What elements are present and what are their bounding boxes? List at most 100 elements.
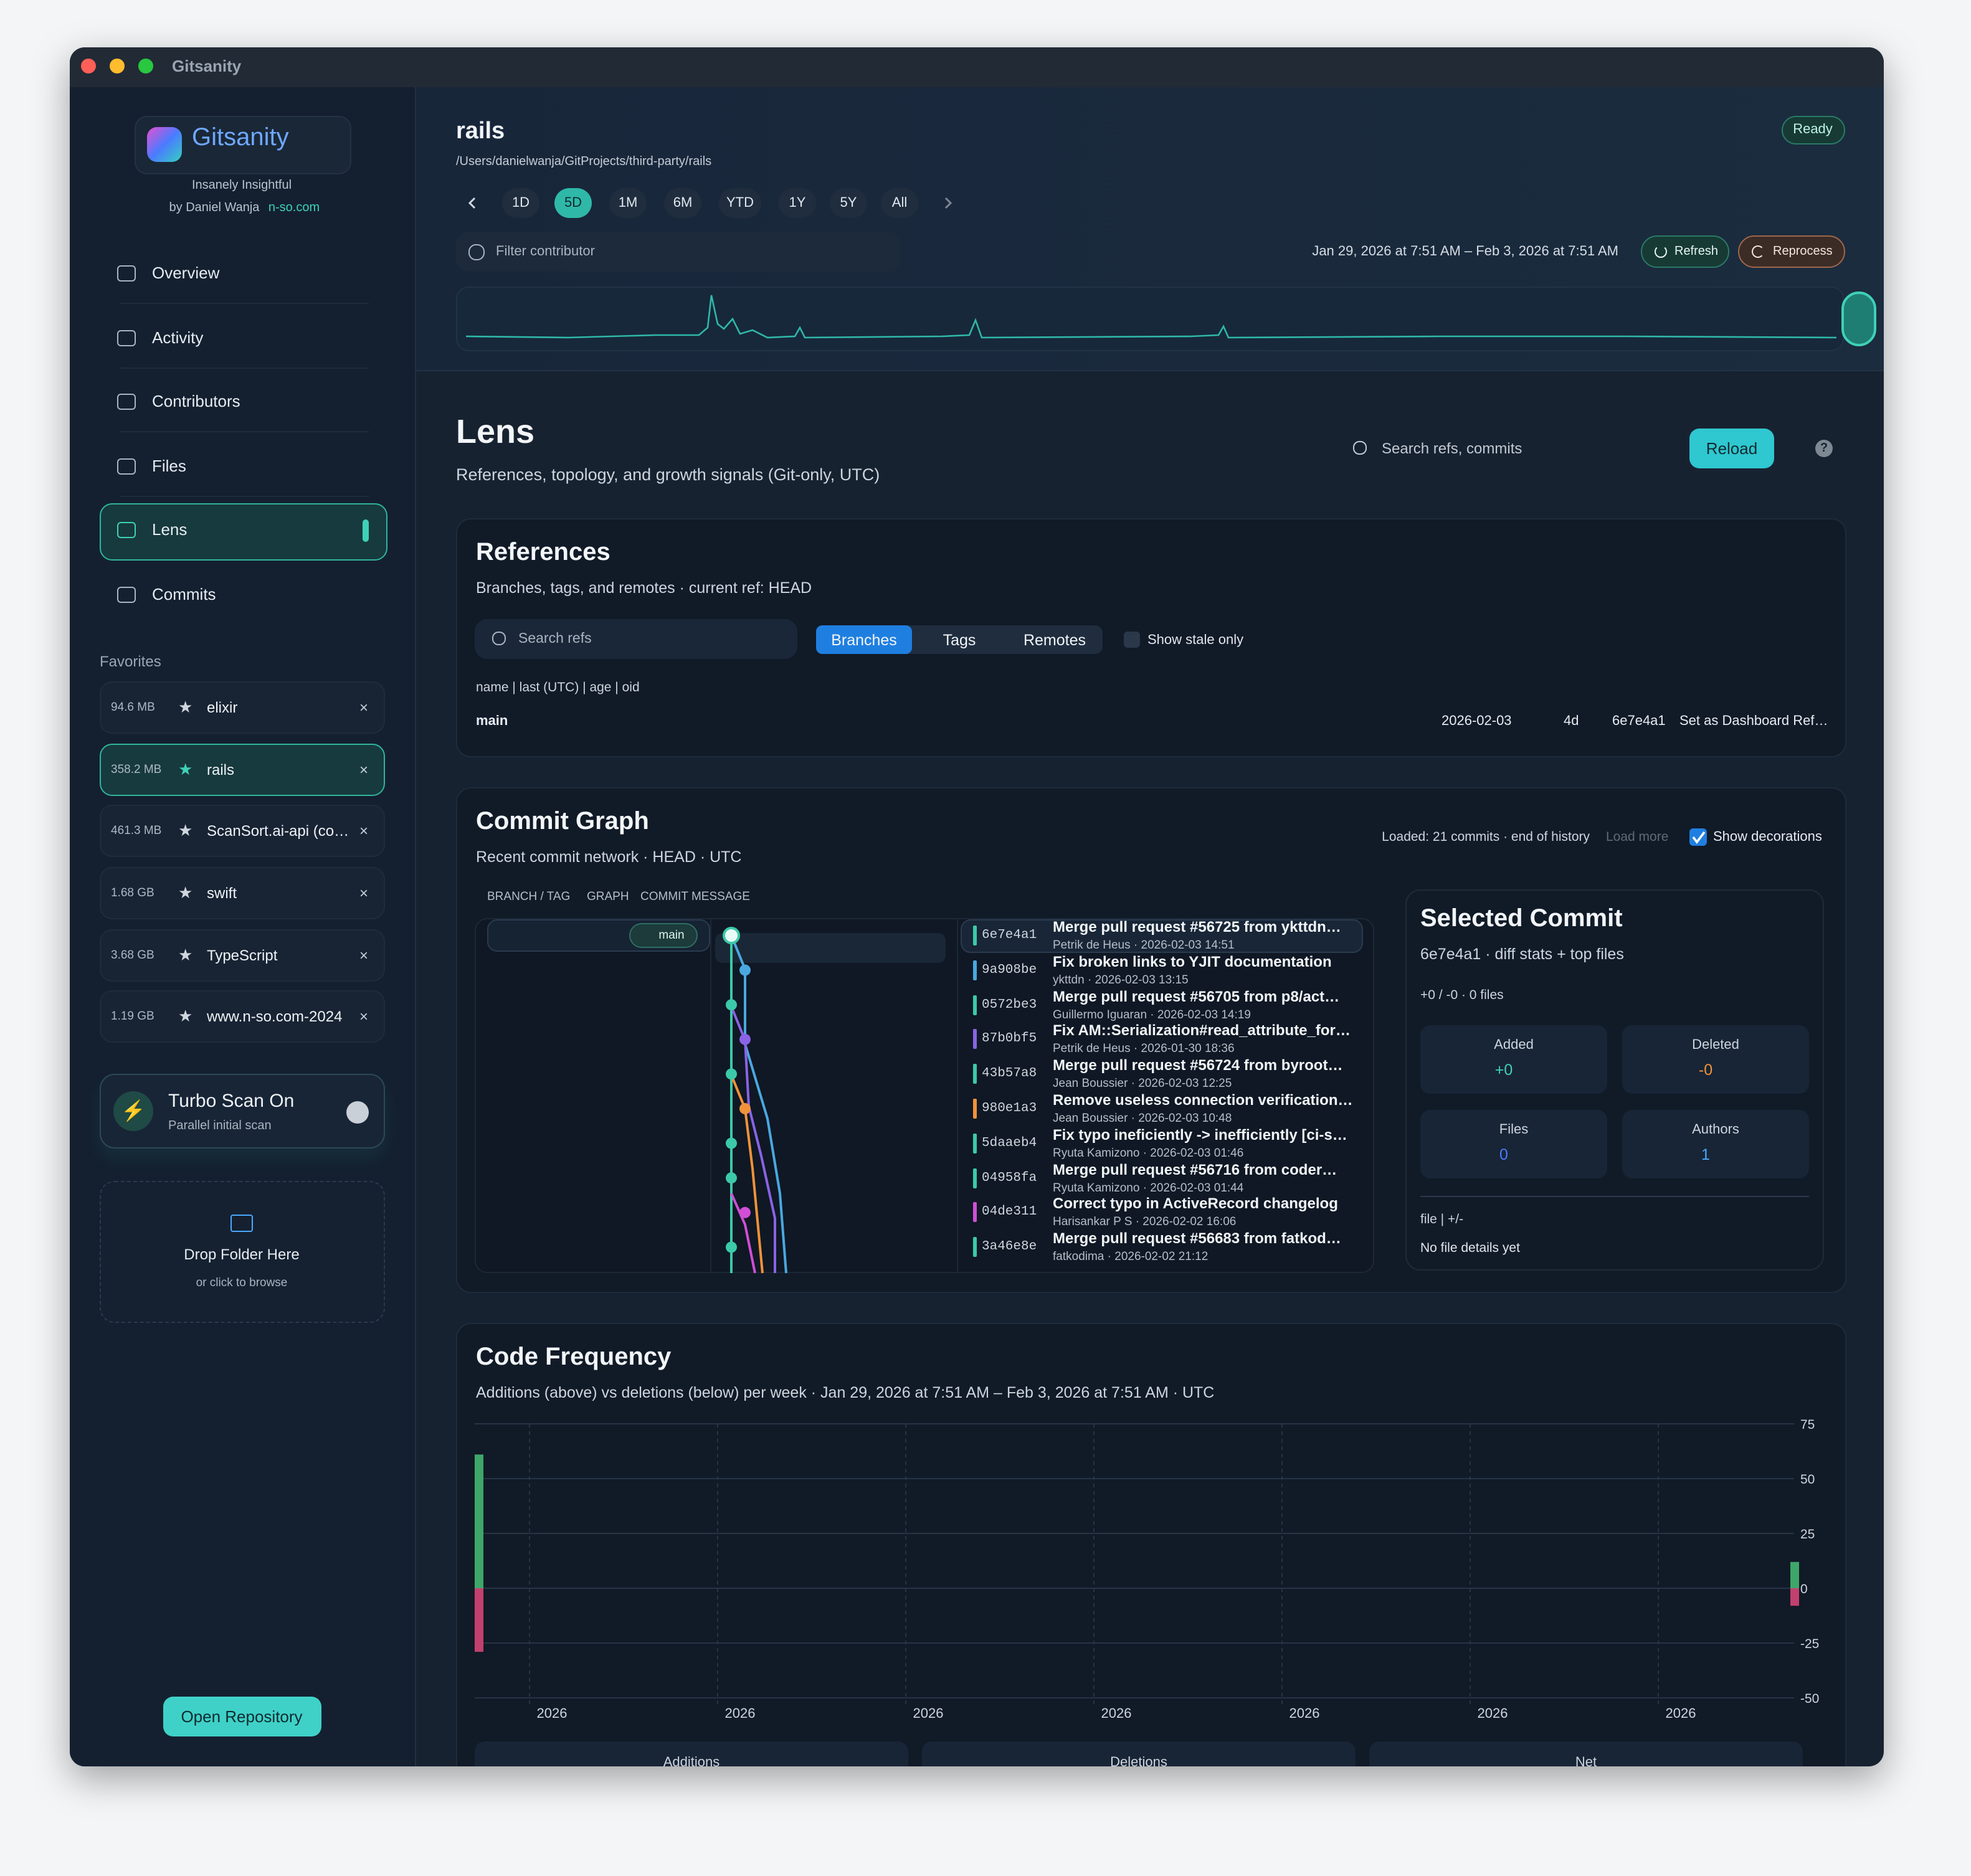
commit-message[interactable]: Correct typo in ActiveRecord changelog <box>1053 1195 1338 1213</box>
y-tick-label: 25 <box>1800 1527 1815 1542</box>
favorite-card[interactable] <box>100 929 385 982</box>
bar <box>1790 1588 1799 1606</box>
favorite-remove[interactable]: × <box>359 822 369 840</box>
commit-meta: Harisankar P S · 2026-02-02 16:06 <box>1053 1215 1237 1229</box>
decorations-label: Show decorations <box>1713 830 1822 845</box>
nav-item[interactable]: Activity <box>152 328 204 347</box>
commit-message[interactable]: Merge pull request #56724 from byroot… <box>1053 1056 1343 1074</box>
decorations-checkbox[interactable] <box>1689 828 1707 846</box>
commit-message[interactable]: Fix broken links to YJIT documentation <box>1053 952 1332 970</box>
help-circle[interactable] <box>1815 440 1833 457</box>
files-divider <box>1420 1196 1809 1197</box>
favorite-card[interactable] <box>100 805 385 857</box>
filter-icon <box>468 244 485 260</box>
stale-checkbox[interactable] <box>1124 632 1140 648</box>
range-button[interactable] <box>830 188 867 218</box>
page-subtitle: References, topology, and growth signals… <box>456 465 880 484</box>
site-link[interactable]: n-so.com <box>268 201 320 215</box>
x-tick-label: 2026 <box>913 1705 944 1721</box>
help-label: ? <box>1820 442 1828 455</box>
turbo-toggle[interactable] <box>346 1101 369 1124</box>
drop-title: Drop Folder Here <box>184 1246 300 1263</box>
commit-sha[interactable]: 9a908be <box>982 962 1037 978</box>
turbo-card[interactable] <box>100 1074 385 1149</box>
app-window: Gitsanity Gitsanity Insanely Insightful by … <box>70 47 1884 1766</box>
tab[interactable] <box>816 625 912 654</box>
commit-sha[interactable]: 6e7e4a1 <box>982 928 1037 943</box>
card-title: Selected Commit <box>1420 905 1623 932</box>
favorite-size: 3.68 GB <box>111 949 154 962</box>
commit-message[interactable]: Fix AM::Serialization#read_attribute_for… <box>1053 1021 1351 1040</box>
range-button[interactable] <box>502 188 539 218</box>
close-button[interactable] <box>81 59 96 73</box>
commit-sha[interactable]: 87b0bf5 <box>982 1031 1037 1047</box>
range-label: 1M <box>618 196 638 211</box>
nav-item[interactable]: Files <box>152 457 186 475</box>
nav-item[interactable]: Commits <box>152 585 216 604</box>
range-handle[interactable] <box>1841 291 1876 346</box>
favorite-remove[interactable]: × <box>359 947 369 964</box>
range-prev[interactable] <box>456 188 486 218</box>
commit-sha[interactable]: 5daaeb4 <box>982 1135 1037 1151</box>
range-button[interactable] <box>664 188 701 218</box>
graph-panel <box>475 918 1374 1273</box>
favorite-remove[interactable]: × <box>359 761 369 779</box>
commit-sha[interactable]: 43b57a8 <box>982 1066 1037 1082</box>
load-more[interactable]: Load more <box>1606 830 1669 845</box>
favorite-star: ★ <box>178 698 193 716</box>
drop-zone[interactable] <box>100 1181 385 1323</box>
commit-meta: Petrik de Heus · 2026-01-30 18:36 <box>1053 1042 1235 1056</box>
commit-sha[interactable]: 0572be3 <box>982 997 1037 1013</box>
favorite-remove[interactable]: × <box>359 1008 369 1025</box>
range-button[interactable] <box>609 188 647 218</box>
nav-item[interactable]: Lens <box>152 520 188 539</box>
range-next[interactable] <box>933 188 963 218</box>
favorite-remove[interactable]: × <box>359 884 369 902</box>
favorite-card[interactable] <box>100 867 385 919</box>
filter-box[interactable] <box>456 232 901 272</box>
commit-message[interactable]: Fix typo ineficiently -> inefficiently [… <box>1053 1125 1347 1144</box>
open-repository-button[interactable] <box>163 1697 321 1736</box>
favorite-remove[interactable]: × <box>359 699 369 716</box>
range-button[interactable] <box>779 188 816 218</box>
commit-message[interactable]: Merge pull request #56725 from ykttdn… <box>1053 918 1341 936</box>
open-repository-label: Open Repository <box>181 1707 303 1726</box>
favorite-card[interactable] <box>100 990 385 1043</box>
commit-message[interactable]: Merge pull request #56705 from p8/act… <box>1053 987 1340 1005</box>
graph-column-header: GRAPH <box>587 890 629 904</box>
refs-search-box[interactable] <box>475 619 797 659</box>
reload-button[interactable] <box>1689 429 1774 468</box>
title-bar <box>70 47 1884 87</box>
minimize-button[interactable] <box>110 59 125 73</box>
commit-message[interactable]: Remove useless connection verification… <box>1053 1091 1353 1109</box>
tab-label: Tags <box>943 632 976 649</box>
range-button[interactable] <box>554 188 592 218</box>
search-placeholder[interactable]: Search refs, commits <box>1382 440 1522 457</box>
x-tick-label: 2026 <box>1101 1705 1132 1721</box>
commit-color-bar <box>973 1029 977 1049</box>
favorite-card[interactable] <box>100 681 385 734</box>
nav-item[interactable]: Contributors <box>152 392 240 410</box>
nav-item[interactable]: Overview <box>152 263 220 282</box>
x-tick-label: 2026 <box>1666 1705 1696 1721</box>
card-subtitle: 6e7e4a1 · diff stats + top files <box>1420 945 1624 963</box>
commit-sha[interactable]: 04de311 <box>982 1205 1037 1220</box>
commit-color-bar <box>973 960 977 980</box>
zoom-button[interactable] <box>138 59 153 73</box>
commit-message[interactable]: Merge pull request #56716 from coder… <box>1053 1160 1337 1178</box>
commit-sha[interactable]: 980e1a3 <box>982 1101 1037 1116</box>
commit-message[interactable]: Merge pull request #56683 from fatkod… <box>1053 1229 1341 1248</box>
set-dashboard-ref[interactable]: Set as Dashboard Ref… <box>1679 714 1828 729</box>
repo-name: rails <box>456 118 505 144</box>
reload-label: Reload <box>1706 439 1758 458</box>
commit-meta: fatkodima · 2026-02-02 21:12 <box>1053 1250 1209 1264</box>
commit-sha[interactable]: 3a46e8e <box>982 1239 1037 1255</box>
favorite-card[interactable] <box>100 744 385 796</box>
refs-search-placeholder: Search refs <box>518 632 592 647</box>
repo-path: /Users/danielwanja/GitProjects/third-par… <box>456 155 712 169</box>
range-button[interactable] <box>719 188 761 218</box>
commit-meta: Guillermo Iguaran · 2026-02-03 14:19 <box>1053 1008 1251 1022</box>
commit-sha[interactable]: 04958fa <box>982 1170 1037 1186</box>
card-subtitle: Recent commit network · HEAD · UTC <box>476 848 742 866</box>
range-button[interactable] <box>881 188 918 218</box>
